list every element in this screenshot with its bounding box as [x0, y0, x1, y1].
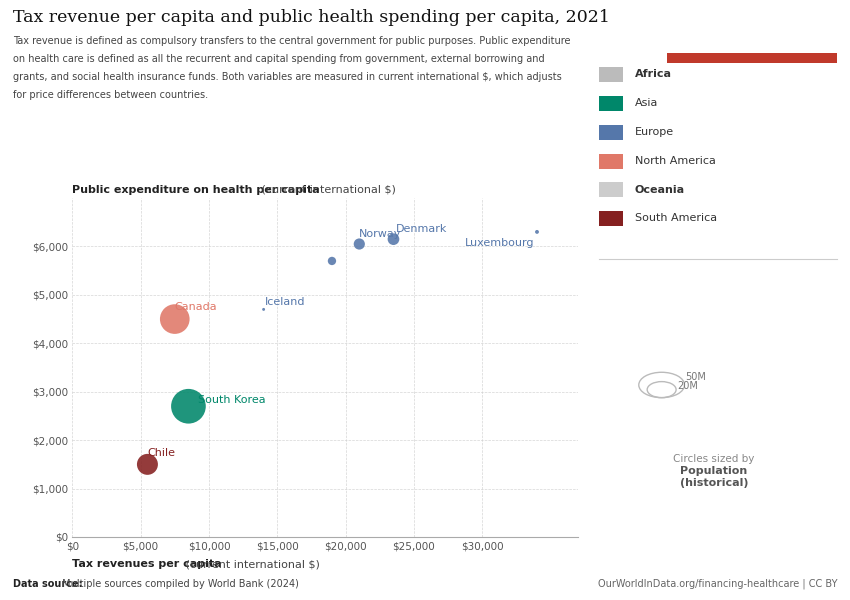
Text: South Korea: South Korea: [198, 395, 266, 405]
Point: [353, 239, 366, 249]
Text: Oceania: Oceania: [635, 185, 685, 194]
Text: Denmark: Denmark: [396, 224, 448, 235]
Text: Multiple sources compiled by World Bank (2024): Multiple sources compiled by World Bank …: [59, 579, 298, 589]
Text: Asia: Asia: [635, 98, 658, 108]
Text: Iceland: Iceland: [265, 296, 305, 307]
Text: Europe: Europe: [635, 127, 674, 137]
Point: [182, 401, 196, 411]
Text: Canada: Canada: [175, 302, 218, 312]
Text: Population: Population: [680, 466, 748, 476]
Text: Our World: Our World: [719, 15, 785, 28]
Text: for price differences between countries.: for price differences between countries.: [13, 90, 208, 100]
Text: Data source:: Data source:: [13, 579, 82, 589]
Text: on health care is defined as all the recurrent and capital spending from governm: on health care is defined as all the rec…: [13, 54, 544, 64]
Bar: [667, 53, 837, 63]
Text: Tax revenue is defined as compulsory transfers to the central government for pub: Tax revenue is defined as compulsory tra…: [13, 36, 570, 46]
Point: [326, 256, 339, 266]
Text: (current international $): (current international $): [258, 185, 396, 195]
Text: Circles sized by: Circles sized by: [673, 454, 755, 464]
Text: grants, and social health insurance funds. Both variables are measured in curren: grants, and social health insurance fund…: [13, 72, 562, 82]
Text: North America: North America: [635, 156, 716, 166]
Text: OurWorldInData.org/financing-healthcare | CC BY: OurWorldInData.org/financing-healthcare …: [598, 578, 837, 589]
Point: [168, 314, 182, 324]
Text: Public expenditure on health per capita: Public expenditure on health per capita: [72, 185, 320, 195]
Text: Luxembourg: Luxembourg: [465, 238, 535, 248]
Text: Chile: Chile: [147, 448, 175, 458]
Text: (current international $): (current international $): [182, 559, 320, 569]
Text: in Data: in Data: [728, 34, 776, 46]
Text: (historical): (historical): [680, 478, 748, 488]
Point: [530, 227, 544, 237]
Text: South America: South America: [635, 214, 717, 223]
Text: Africa: Africa: [635, 70, 672, 79]
Text: 20M: 20M: [677, 382, 699, 391]
Point: [387, 235, 400, 244]
Text: Tax revenues per capita: Tax revenues per capita: [72, 559, 222, 569]
Text: 50M: 50M: [686, 373, 706, 382]
Point: [140, 460, 154, 469]
Text: Norway: Norway: [360, 229, 402, 239]
Point: [257, 305, 270, 314]
Text: Tax revenue per capita and public health spending per capita, 2021: Tax revenue per capita and public health…: [13, 9, 609, 26]
